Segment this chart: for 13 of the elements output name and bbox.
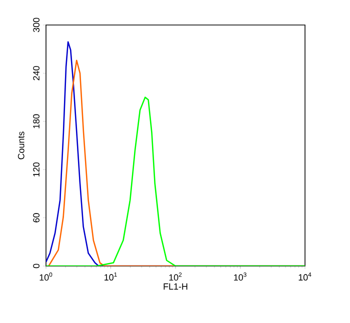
y-tick-label: 120: [33, 162, 40, 176]
y-tick-label: 0: [33, 264, 40, 268]
y-axis-title: Counts: [18, 132, 24, 160]
x-tick-label: 10$^{2}$: [169, 272, 182, 281]
y-tick-label: 60: [33, 213, 40, 222]
x-tick-label: 10$^{0}$: [40, 272, 52, 281]
x-tick-label: 10$^{3}$: [234, 272, 246, 281]
x-tick-label: 10$^{1}$: [104, 272, 117, 281]
x-axis-title: FL1-H: [164, 283, 188, 290]
y-tick-label: 180: [33, 114, 40, 128]
x-tick-label: 10$^{4}$: [298, 272, 312, 281]
y-tick-label: 300: [33, 18, 40, 32]
y-tick-label: 240: [33, 66, 40, 80]
